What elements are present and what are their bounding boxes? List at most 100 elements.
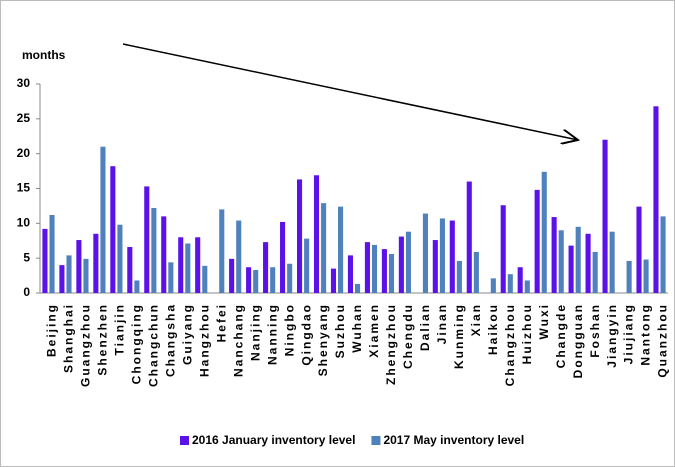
bar — [364, 242, 370, 293]
bar — [42, 228, 48, 293]
y-tick-label: 15 — [17, 181, 31, 195]
x-tick-label: Dalian — [418, 303, 432, 351]
x-tick-label: Jiangyin — [605, 303, 619, 368]
bar — [466, 181, 472, 293]
bar — [280, 221, 286, 293]
bar — [541, 171, 547, 293]
bar — [168, 262, 174, 293]
bar — [330, 268, 337, 293]
bar — [490, 278, 496, 293]
bar — [568, 245, 574, 293]
bar — [151, 208, 157, 293]
bar — [449, 220, 455, 293]
x-tick-label: Jinan — [435, 303, 449, 344]
legend-label: 2017 May inventory level — [383, 433, 524, 447]
bar — [398, 236, 404, 293]
bar — [609, 231, 615, 293]
bar — [110, 166, 116, 293]
bar — [585, 233, 591, 293]
y-tick-label: 30 — [17, 76, 31, 90]
x-tick-label: Suzhou — [333, 303, 347, 358]
bar — [117, 224, 123, 293]
x-tick-label: Changde — [554, 303, 568, 368]
x-tick-label: Xiamen — [367, 303, 381, 358]
bar — [76, 240, 82, 293]
x-tick-label: Guiyang — [180, 303, 194, 365]
x-tick-label: Zhengzhou — [384, 303, 398, 385]
x-tick-label: Dongguan — [571, 303, 585, 378]
bar — [439, 218, 445, 293]
bar — [195, 237, 201, 293]
bar — [507, 274, 513, 293]
bar — [287, 263, 293, 293]
bar — [592, 251, 598, 293]
bar — [500, 205, 506, 293]
x-tick-label: Tianjin — [113, 303, 127, 355]
x-tick-label: Foshan — [588, 303, 602, 358]
bar — [304, 238, 310, 293]
x-tick-label: Shenyang — [316, 303, 330, 376]
bar — [83, 258, 89, 293]
x-tick-label: Kunming — [452, 303, 466, 369]
bar — [602, 139, 608, 293]
x-tick-label: Xian — [469, 303, 483, 336]
bar — [338, 206, 344, 293]
x-tick-label: Wuxi — [537, 303, 551, 339]
bar — [558, 230, 564, 293]
bar — [517, 267, 523, 293]
bar — [253, 270, 259, 293]
bar — [534, 189, 540, 293]
bar — [473, 251, 479, 293]
bar — [100, 146, 106, 293]
bar — [347, 255, 353, 293]
y-tick-label: 5 — [23, 250, 30, 264]
y-axis-label: months — [22, 48, 66, 62]
annotation-arrow — [122, 43, 578, 140]
x-tick-label: Ningbo — [282, 303, 296, 356]
x-tick-label: Hefei — [214, 303, 228, 342]
x-tick-label: Nanning — [265, 303, 279, 365]
bar — [185, 243, 191, 293]
bar — [432, 240, 438, 293]
bar — [626, 260, 632, 293]
bar — [456, 260, 462, 293]
y-tick-label: 20 — [17, 146, 31, 160]
bar — [660, 216, 666, 293]
bar — [653, 106, 659, 293]
y-tick-label: 0 — [23, 285, 30, 299]
x-tick-label: Haikou — [486, 303, 500, 355]
bar — [422, 213, 428, 293]
x-tick-label: Qingdao — [299, 303, 313, 366]
x-tick-label: Huizhou — [520, 303, 534, 364]
bar — [161, 216, 167, 293]
x-tick-label: Nanchang — [231, 303, 245, 377]
legend-swatch — [371, 436, 381, 445]
bar — [263, 242, 269, 293]
bar — [355, 283, 361, 293]
bar — [66, 255, 72, 293]
legend-label: 2016 January inventory level — [192, 433, 355, 447]
bar — [246, 267, 252, 293]
y-tick-label: 10 — [17, 216, 31, 230]
x-tick-label: Beijing — [45, 303, 59, 357]
x-tick-label: Shanghai — [62, 303, 76, 373]
bar — [636, 206, 642, 293]
bar — [144, 186, 150, 293]
x-tick-label: Chongqing — [130, 303, 144, 384]
x-tick-label: Quanzhou — [656, 303, 670, 378]
x-tick-label: Chengdu — [401, 303, 415, 369]
bar — [270, 267, 276, 293]
bar — [405, 231, 412, 293]
bar — [381, 249, 387, 293]
x-tick-label: Changchun — [146, 303, 160, 387]
bar — [388, 253, 395, 293]
bar — [575, 226, 581, 293]
bar — [524, 280, 530, 293]
bar — [49, 214, 55, 293]
bar — [643, 259, 649, 293]
y-tick-label: 25 — [17, 111, 31, 125]
legend-swatch — [180, 436, 189, 445]
bar — [59, 265, 65, 293]
bar — [371, 244, 378, 293]
